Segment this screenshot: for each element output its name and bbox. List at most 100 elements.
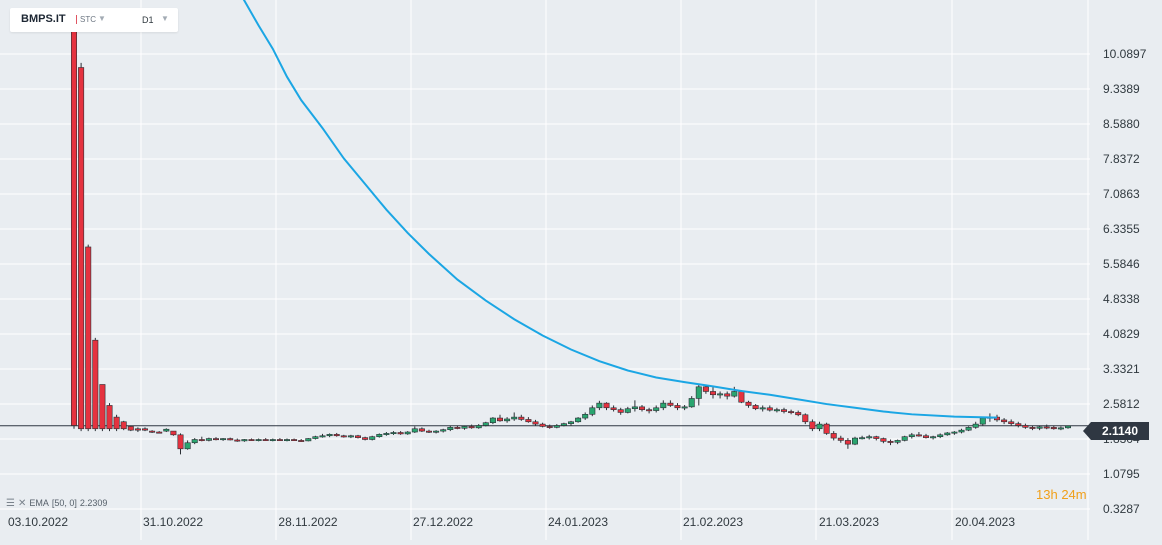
x-tick-label: 21.02.2023 — [683, 515, 743, 529]
candle — [390, 431, 397, 435]
candle — [1015, 421, 1022, 428]
symbol-name: BMPS.IT — [21, 13, 66, 25]
candle — [234, 438, 241, 442]
indicator-params: [50, 0] — [51, 498, 77, 508]
candle — [901, 435, 908, 442]
candle-body — [617, 409, 624, 413]
candle-body — [908, 434, 915, 437]
candle-body — [504, 418, 511, 422]
candle-body — [851, 437, 858, 445]
candle-body — [220, 438, 227, 441]
menu-icon[interactable]: ☰ — [6, 497, 15, 509]
candle — [191, 438, 198, 445]
candle — [170, 430, 177, 436]
candle — [1029, 425, 1036, 431]
candle-body — [468, 426, 475, 429]
candle-body — [305, 438, 312, 442]
y-tick-label: 5.5846 — [1103, 257, 1140, 271]
candle-body — [369, 436, 376, 440]
candle-body — [213, 438, 220, 441]
candle-body — [1057, 427, 1064, 430]
candle-body — [582, 414, 589, 419]
candle — [425, 429, 432, 433]
candle-countdown: 13h 24m — [1036, 487, 1087, 502]
candle — [362, 436, 369, 441]
candle — [766, 405, 773, 412]
candle — [134, 427, 141, 433]
candle — [347, 434, 354, 439]
x-tick-label: 31.10.2022 — [143, 515, 203, 529]
x-tick-label: 24.01.2023 — [548, 515, 608, 529]
candle-body — [248, 439, 255, 441]
candle — [163, 428, 170, 433]
candle-body — [901, 436, 908, 441]
candle — [731, 386, 738, 398]
candle-body — [688, 398, 695, 408]
candle-body — [1008, 421, 1015, 424]
candle-body — [177, 434, 184, 450]
candle-body — [816, 423, 823, 430]
candle — [454, 425, 461, 430]
candle — [589, 405, 596, 417]
candle-body — [837, 437, 844, 441]
candle-body — [1001, 419, 1008, 423]
candle-body — [241, 439, 248, 442]
candle — [575, 417, 582, 423]
candle-body — [333, 434, 340, 437]
candle — [773, 407, 780, 413]
candle-body — [1022, 425, 1029, 428]
candle-body — [489, 417, 496, 424]
candle — [596, 400, 603, 411]
candle-body — [525, 419, 532, 423]
candle — [489, 417, 496, 425]
candle-body — [227, 438, 234, 441]
candle-body — [269, 439, 276, 441]
candle — [546, 424, 553, 429]
candle — [291, 438, 298, 441]
x-tick-label: 03.10.2022 — [8, 515, 68, 529]
chevron-down-icon[interactable]: ▼ — [98, 14, 106, 23]
ema-line — [242, 0, 998, 419]
candle — [582, 412, 589, 420]
candle — [156, 431, 163, 434]
countdown-hours-unit: h — [1050, 487, 1058, 502]
candle — [106, 403, 113, 432]
chevron-down-icon[interactable]: ▼ — [161, 14, 169, 23]
candle-body — [454, 427, 461, 429]
candle-body — [880, 438, 887, 442]
symbol-selector[interactable]: BMPS.IT STC ▼ D1 ▼ — [10, 8, 178, 32]
candles — [71, 15, 1072, 455]
candle — [262, 438, 269, 441]
candle — [283, 438, 290, 442]
candle-body — [546, 426, 553, 428]
candle — [468, 424, 475, 429]
candle — [695, 384, 702, 406]
x-tick-label: 20.04.2023 — [955, 515, 1015, 529]
candle-body — [631, 406, 638, 410]
candle-body — [695, 386, 702, 399]
timeframe-label[interactable]: D1 — [142, 15, 154, 25]
candle-body — [134, 428, 141, 431]
candle-body — [553, 425, 560, 428]
candle — [709, 386, 716, 399]
candle — [823, 422, 830, 435]
candle-body — [724, 393, 731, 397]
candle-body — [319, 435, 326, 438]
candle — [532, 419, 539, 426]
candle-body — [411, 428, 418, 433]
candle-body — [1015, 423, 1022, 426]
candle — [127, 425, 134, 432]
candle-body — [610, 407, 617, 410]
candle-body — [276, 439, 283, 441]
candle — [92, 337, 99, 432]
candle-body — [418, 428, 425, 432]
candle-body — [731, 391, 738, 397]
candle-body — [71, 15, 78, 426]
close-icon[interactable]: ✕ — [17, 497, 27, 509]
candle-body — [184, 442, 191, 450]
candle — [560, 422, 567, 427]
candle — [241, 439, 248, 442]
candle-body — [802, 414, 809, 423]
